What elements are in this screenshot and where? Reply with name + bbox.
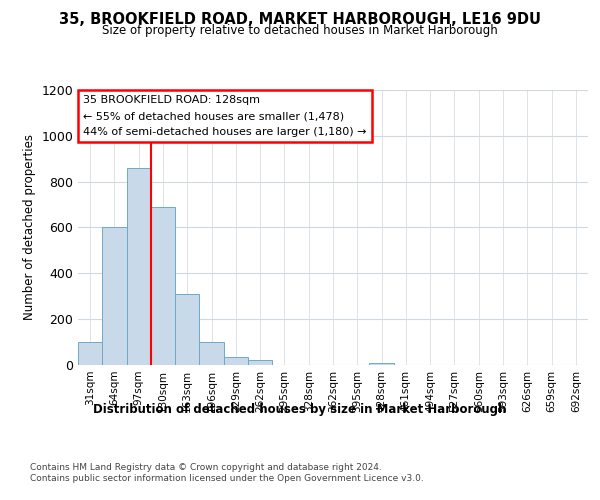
Bar: [102, 228, 127, 365]
Text: 35, BROOKFIELD ROAD, MARKET HARBOROUGH, LE16 9DU: 35, BROOKFIELD ROAD, MARKET HARBOROUGH, …: [59, 12, 541, 28]
Bar: [78, 342, 102, 365]
Bar: [370, 362, 394, 365]
Bar: [224, 357, 248, 365]
Text: 35 BROOKFIELD ROAD: 128sqm
← 55% of detached houses are smaller (1,478)
44% of s: 35 BROOKFIELD ROAD: 128sqm ← 55% of deta…: [83, 96, 367, 136]
Text: Distribution of detached houses by size in Market Harborough: Distribution of detached houses by size …: [94, 402, 506, 415]
Bar: [175, 294, 199, 365]
Text: Size of property relative to detached houses in Market Harborough: Size of property relative to detached ho…: [102, 24, 498, 37]
Y-axis label: Number of detached properties: Number of detached properties: [23, 134, 36, 320]
Bar: [127, 168, 151, 365]
Bar: [199, 342, 224, 365]
Bar: [248, 360, 272, 365]
Text: Contains public sector information licensed under the Open Government Licence v3: Contains public sector information licen…: [30, 474, 424, 483]
Bar: [151, 207, 175, 365]
Text: Contains HM Land Registry data © Crown copyright and database right 2024.: Contains HM Land Registry data © Crown c…: [30, 462, 382, 471]
